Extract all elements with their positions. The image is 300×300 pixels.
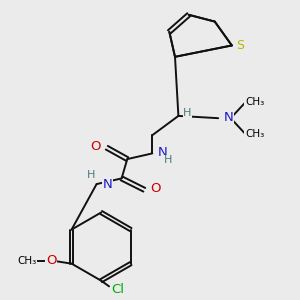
Text: O: O xyxy=(46,254,56,267)
Text: O: O xyxy=(150,182,160,195)
Text: CH₃: CH₃ xyxy=(245,97,264,107)
Text: N: N xyxy=(158,146,168,159)
Text: O: O xyxy=(91,140,101,153)
Text: N: N xyxy=(224,110,234,124)
Text: H: H xyxy=(87,170,95,180)
Text: N: N xyxy=(102,178,112,190)
Text: CH₃: CH₃ xyxy=(18,256,37,266)
Text: S: S xyxy=(236,39,244,52)
Text: H: H xyxy=(164,155,172,165)
Text: Cl: Cl xyxy=(112,283,125,296)
Text: CH₃: CH₃ xyxy=(245,129,264,139)
Text: H: H xyxy=(183,107,192,118)
